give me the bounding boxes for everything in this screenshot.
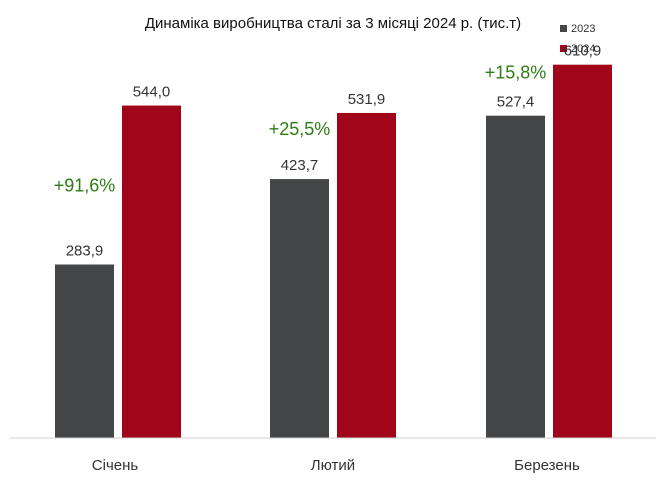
chart-title: Динаміка виробництва сталі за 3 місяці 2… [145,15,521,32]
category-labels: Січень Лютий Березень [92,457,580,474]
bar-sichen-2024 [122,105,181,439]
legend: 2023 2024 [560,23,595,55]
change-label-berezen: +15,8% [485,63,547,83]
category-label-sichen: Січень [92,457,139,474]
legend-swatch-2023 [560,25,567,32]
legend-swatch-2024 [560,45,567,52]
value-label-lutyi-2024: 531,9 [348,91,386,108]
change-label-sichen: +91,6% [54,176,116,196]
bar-berezen-2023 [486,115,545,438]
bar-lutyi-2024 [337,112,396,438]
bar-sichen-2023 [55,264,114,438]
value-label-lutyi-2023: 423,7 [281,157,319,174]
category-label-berezen: Березень [514,457,580,474]
legend-label-2023: 2023 [571,23,595,35]
legend-label-2024: 2024 [571,43,595,55]
bars [55,64,612,439]
bar-lutyi-2023 [270,179,329,439]
value-label-sichen-2024: 544,0 [133,84,171,101]
value-label-berezen-2024: 610,9 [564,43,602,60]
value-label-sichen-2023: 283,9 [66,243,104,260]
value-labels: 283,9 544,0 +91,6% 423,7 531,9 +25,5% 527,4 610… [54,43,602,260]
bar-berezen-2024 [553,64,612,438]
change-label-lutyi: +25,5% [269,119,331,139]
category-label-lutyi: Лютий [311,457,355,474]
value-label-berezen-2023: 527,4 [497,94,535,111]
